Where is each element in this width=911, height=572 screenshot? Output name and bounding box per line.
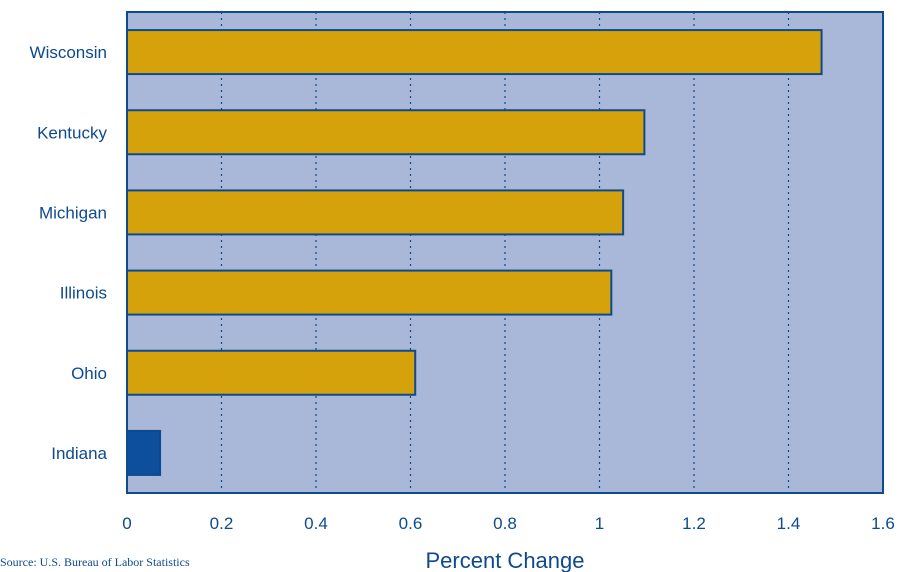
x-tick-label: 1.2 (682, 514, 706, 533)
bars (126, 29, 823, 476)
category-label: Illinois (60, 284, 107, 303)
bar-illinois (126, 269, 613, 316)
category-label: Wisconsin (30, 43, 107, 62)
x-tick-label: 1.6 (871, 514, 895, 533)
x-tick-label: 0.4 (304, 514, 328, 533)
x-axis-title: Percent Change (426, 548, 585, 572)
bar-indiana (126, 429, 162, 476)
x-tick-label: 1.4 (777, 514, 801, 533)
bar-michigan (126, 189, 625, 236)
x-tick-label: 0.8 (493, 514, 517, 533)
source-note: Source: U.S. Bureau of Labor Statistics (0, 555, 190, 569)
category-label: Indiana (51, 444, 107, 463)
category-label: Michigan (39, 203, 107, 222)
gridlines (220, 12, 790, 493)
x-tick-label: 0.6 (399, 514, 423, 533)
bar-ohio (126, 349, 417, 396)
x-tick-label: 0.2 (210, 514, 234, 533)
category-label: Kentucky (37, 123, 107, 142)
bar-kentucky (126, 109, 646, 156)
x-tick-label: 0 (122, 514, 131, 533)
plot-frame (126, 11, 884, 494)
x-tick-labels: 0 0.2 0.4 0.6 0.8 1 1.2 1.4 1.6 (122, 514, 895, 533)
category-label: Ohio (71, 364, 107, 383)
bar-wisconsin (126, 29, 823, 76)
x-tick-label: 1 (595, 514, 604, 533)
category-labels: Wisconsin Kentucky Michigan Illinois Ohio Ind… (30, 43, 108, 463)
